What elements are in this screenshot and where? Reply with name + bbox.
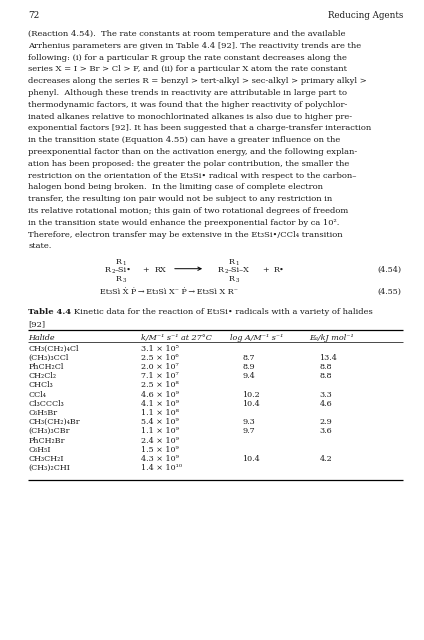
Text: 10.2: 10.2: [243, 390, 260, 399]
Text: 4.6: 4.6: [320, 400, 332, 408]
Text: Therefore, electron transfer may be extensive in the Et₃Si•/CCl₄ transition: Therefore, electron transfer may be exte…: [28, 230, 343, 239]
Text: [92]: [92]: [28, 320, 46, 328]
Text: Table 4.4: Table 4.4: [28, 308, 72, 316]
Text: 8.7: 8.7: [243, 354, 255, 362]
Text: R: R: [116, 258, 122, 266]
Text: (Reaction 4.54).  The rate constants at room temperature and the available: (Reaction 4.54). The rate constants at r…: [28, 30, 346, 38]
Text: 3: 3: [123, 278, 126, 283]
Text: CH₃(CH₂)₄Cl: CH₃(CH₂)₄Cl: [28, 344, 79, 353]
Text: 1.5 × 10⁹: 1.5 × 10⁹: [142, 445, 179, 454]
Text: decreases along the series R = benzyl > tert-alkyl > sec-alkyl > primary alkyl >: decreases along the series R = benzyl > …: [28, 77, 367, 85]
Text: 3.3: 3.3: [320, 390, 332, 399]
Text: 13.4: 13.4: [320, 354, 338, 362]
Text: R: R: [116, 275, 122, 283]
Text: +: +: [262, 266, 269, 274]
Text: 9.4: 9.4: [243, 372, 255, 380]
Text: 4.1 × 10⁹: 4.1 × 10⁹: [142, 400, 179, 408]
Text: Eₐ/kJ mol⁻¹: Eₐ/kJ mol⁻¹: [310, 334, 354, 342]
Text: 8.8: 8.8: [320, 363, 332, 371]
Text: 10.4: 10.4: [243, 455, 260, 463]
Text: R: R: [229, 258, 235, 266]
Text: in the transition state (Equation 4.55) can have a greater influence on the: in the transition state (Equation 4.55) …: [28, 136, 341, 144]
Text: inated alkanes relative to monochlorinated alkanes is also due to higher pre-: inated alkanes relative to monochlorinat…: [28, 113, 353, 120]
Text: 3: 3: [235, 278, 239, 283]
Text: 4.6 × 10⁹: 4.6 × 10⁹: [142, 390, 179, 399]
Text: restriction on the orientation of the Et₃Si• radical with respect to the carbon–: restriction on the orientation of the Et…: [28, 172, 357, 180]
Text: transfer, the resulting ion pair would not be subject to any restriction in: transfer, the resulting ion pair would n…: [28, 195, 333, 204]
Text: 9.7: 9.7: [243, 428, 255, 435]
Text: 10.4: 10.4: [243, 400, 260, 408]
Text: state.: state.: [28, 243, 52, 250]
Text: CHCl₃: CHCl₃: [28, 381, 53, 389]
Text: Reducing Agents: Reducing Agents: [328, 11, 403, 20]
Text: Halide: Halide: [28, 334, 55, 342]
Text: RX: RX: [155, 266, 167, 274]
Text: –Si–X: –Si–X: [228, 266, 249, 274]
Text: series X = I > Br > Cl > F, and (ii) for a particular X atom the rate constant: series X = I > Br > Cl > F, and (ii) for…: [28, 65, 348, 74]
Text: 9.3: 9.3: [243, 418, 255, 426]
Text: 3.6: 3.6: [320, 428, 332, 435]
Text: its relative rotational motion; this gain of two rotational degrees of freedom: its relative rotational motion; this gai…: [28, 207, 349, 215]
Text: Cl₃CCCl₃: Cl₃CCCl₃: [28, 400, 64, 408]
Text: 1: 1: [235, 260, 239, 266]
Text: C₆H₅Br: C₆H₅Br: [28, 409, 58, 417]
Text: ation has been proposed: the greater the polar contribution, the smaller the: ation has been proposed: the greater the…: [28, 160, 350, 168]
Text: k/M⁻¹ s⁻¹ at 27°C: k/M⁻¹ s⁻¹ at 27°C: [142, 334, 212, 342]
Text: 2: 2: [224, 269, 228, 274]
Text: R: R: [105, 266, 111, 274]
Text: 2.0 × 10⁷: 2.0 × 10⁷: [142, 363, 179, 371]
Text: CH₂Cl₂: CH₂Cl₂: [28, 372, 57, 380]
Text: Et₃Si̇ Ẋ Ṗ → Et₃Si̇ X⁻ Ṗ → Et₃Si̇ X R⁻: Et₃Si̇ Ẋ Ṗ → Et₃Si̇ X⁻ Ṗ → Et₃Si̇ X R⁻: [100, 288, 238, 296]
Text: PhCH₂Cl: PhCH₂Cl: [28, 363, 64, 371]
Text: following: (i) for a particular R group the rate constant decreases along the: following: (i) for a particular R group …: [28, 54, 347, 61]
Text: R•: R•: [274, 266, 285, 274]
Text: 5.4 × 10⁹: 5.4 × 10⁹: [142, 418, 179, 426]
Text: exponential factors [92]. It has been suggested that a charge-transfer interacti: exponential factors [92]. It has been su…: [28, 124, 372, 132]
Text: phenyl.  Although these trends in reactivity are attributable in large part to: phenyl. Although these trends in reactiv…: [28, 89, 348, 97]
Text: 2.4 × 10⁹: 2.4 × 10⁹: [142, 436, 179, 445]
Text: –Si•: –Si•: [114, 266, 131, 274]
Text: 1: 1: [123, 260, 126, 266]
Text: in the transition state would enhance the preexponential factor by ca 10².: in the transition state would enhance th…: [28, 219, 340, 227]
Text: 3.1 × 10⁵: 3.1 × 10⁵: [142, 344, 179, 353]
Text: 2.5 × 10⁶: 2.5 × 10⁶: [142, 354, 179, 362]
Text: CH₃CH₂I: CH₃CH₂I: [28, 455, 64, 463]
Text: (CH₃)₃CBr: (CH₃)₃CBr: [28, 428, 70, 435]
Text: halogen bond being broken.  In the limiting case of complete electron: halogen bond being broken. In the limiti…: [28, 184, 324, 191]
Text: 7.1 × 10⁷: 7.1 × 10⁷: [142, 372, 179, 380]
Text: R: R: [218, 266, 224, 274]
Text: 72: 72: [28, 11, 40, 20]
Text: preexponential factor than on the activation energy, and the following explan-: preexponential factor than on the activa…: [28, 148, 358, 156]
Text: 1.1 × 10⁸: 1.1 × 10⁸: [142, 409, 179, 417]
Text: 8.9: 8.9: [243, 363, 255, 371]
Text: CH₃(CH₂)₄Br: CH₃(CH₂)₄Br: [28, 418, 80, 426]
Text: R: R: [229, 275, 235, 283]
Text: 1.4 × 10¹⁰: 1.4 × 10¹⁰: [142, 464, 183, 472]
Text: PhCH₂Br: PhCH₂Br: [28, 436, 65, 445]
Text: 2.9: 2.9: [320, 418, 332, 426]
Text: (4.55): (4.55): [377, 288, 401, 296]
Text: CCl₄: CCl₄: [28, 390, 46, 399]
Text: 8.8: 8.8: [320, 372, 332, 380]
Text: 2.5 × 10⁸: 2.5 × 10⁸: [142, 381, 179, 389]
Text: Arrhenius parameters are given in Table 4.4 [92]. The reactivity trends are the: Arrhenius parameters are given in Table …: [28, 42, 362, 50]
Text: +: +: [142, 266, 149, 274]
Text: thermodynamic factors, it was found that the higher reactivity of polychlor-: thermodynamic factors, it was found that…: [28, 101, 348, 109]
Text: (4.54): (4.54): [377, 266, 401, 274]
Text: C₆H₅I: C₆H₅I: [28, 445, 51, 454]
Text: 4.2: 4.2: [320, 455, 332, 463]
Text: 4.3 × 10⁹: 4.3 × 10⁹: [142, 455, 179, 463]
Text: (CH₃)₂CHI: (CH₃)₂CHI: [28, 464, 70, 472]
Text: 2: 2: [112, 269, 115, 274]
Text: log A/M⁻¹ s⁻¹: log A/M⁻¹ s⁻¹: [231, 334, 284, 342]
Text: Kinetic data for the reaction of Et₃Si• radicals with a variety of halides: Kinetic data for the reaction of Et₃Si• …: [67, 308, 373, 316]
Text: 1.1 × 10⁹: 1.1 × 10⁹: [142, 428, 179, 435]
Text: (CH₃)₃CCl: (CH₃)₃CCl: [28, 354, 69, 362]
